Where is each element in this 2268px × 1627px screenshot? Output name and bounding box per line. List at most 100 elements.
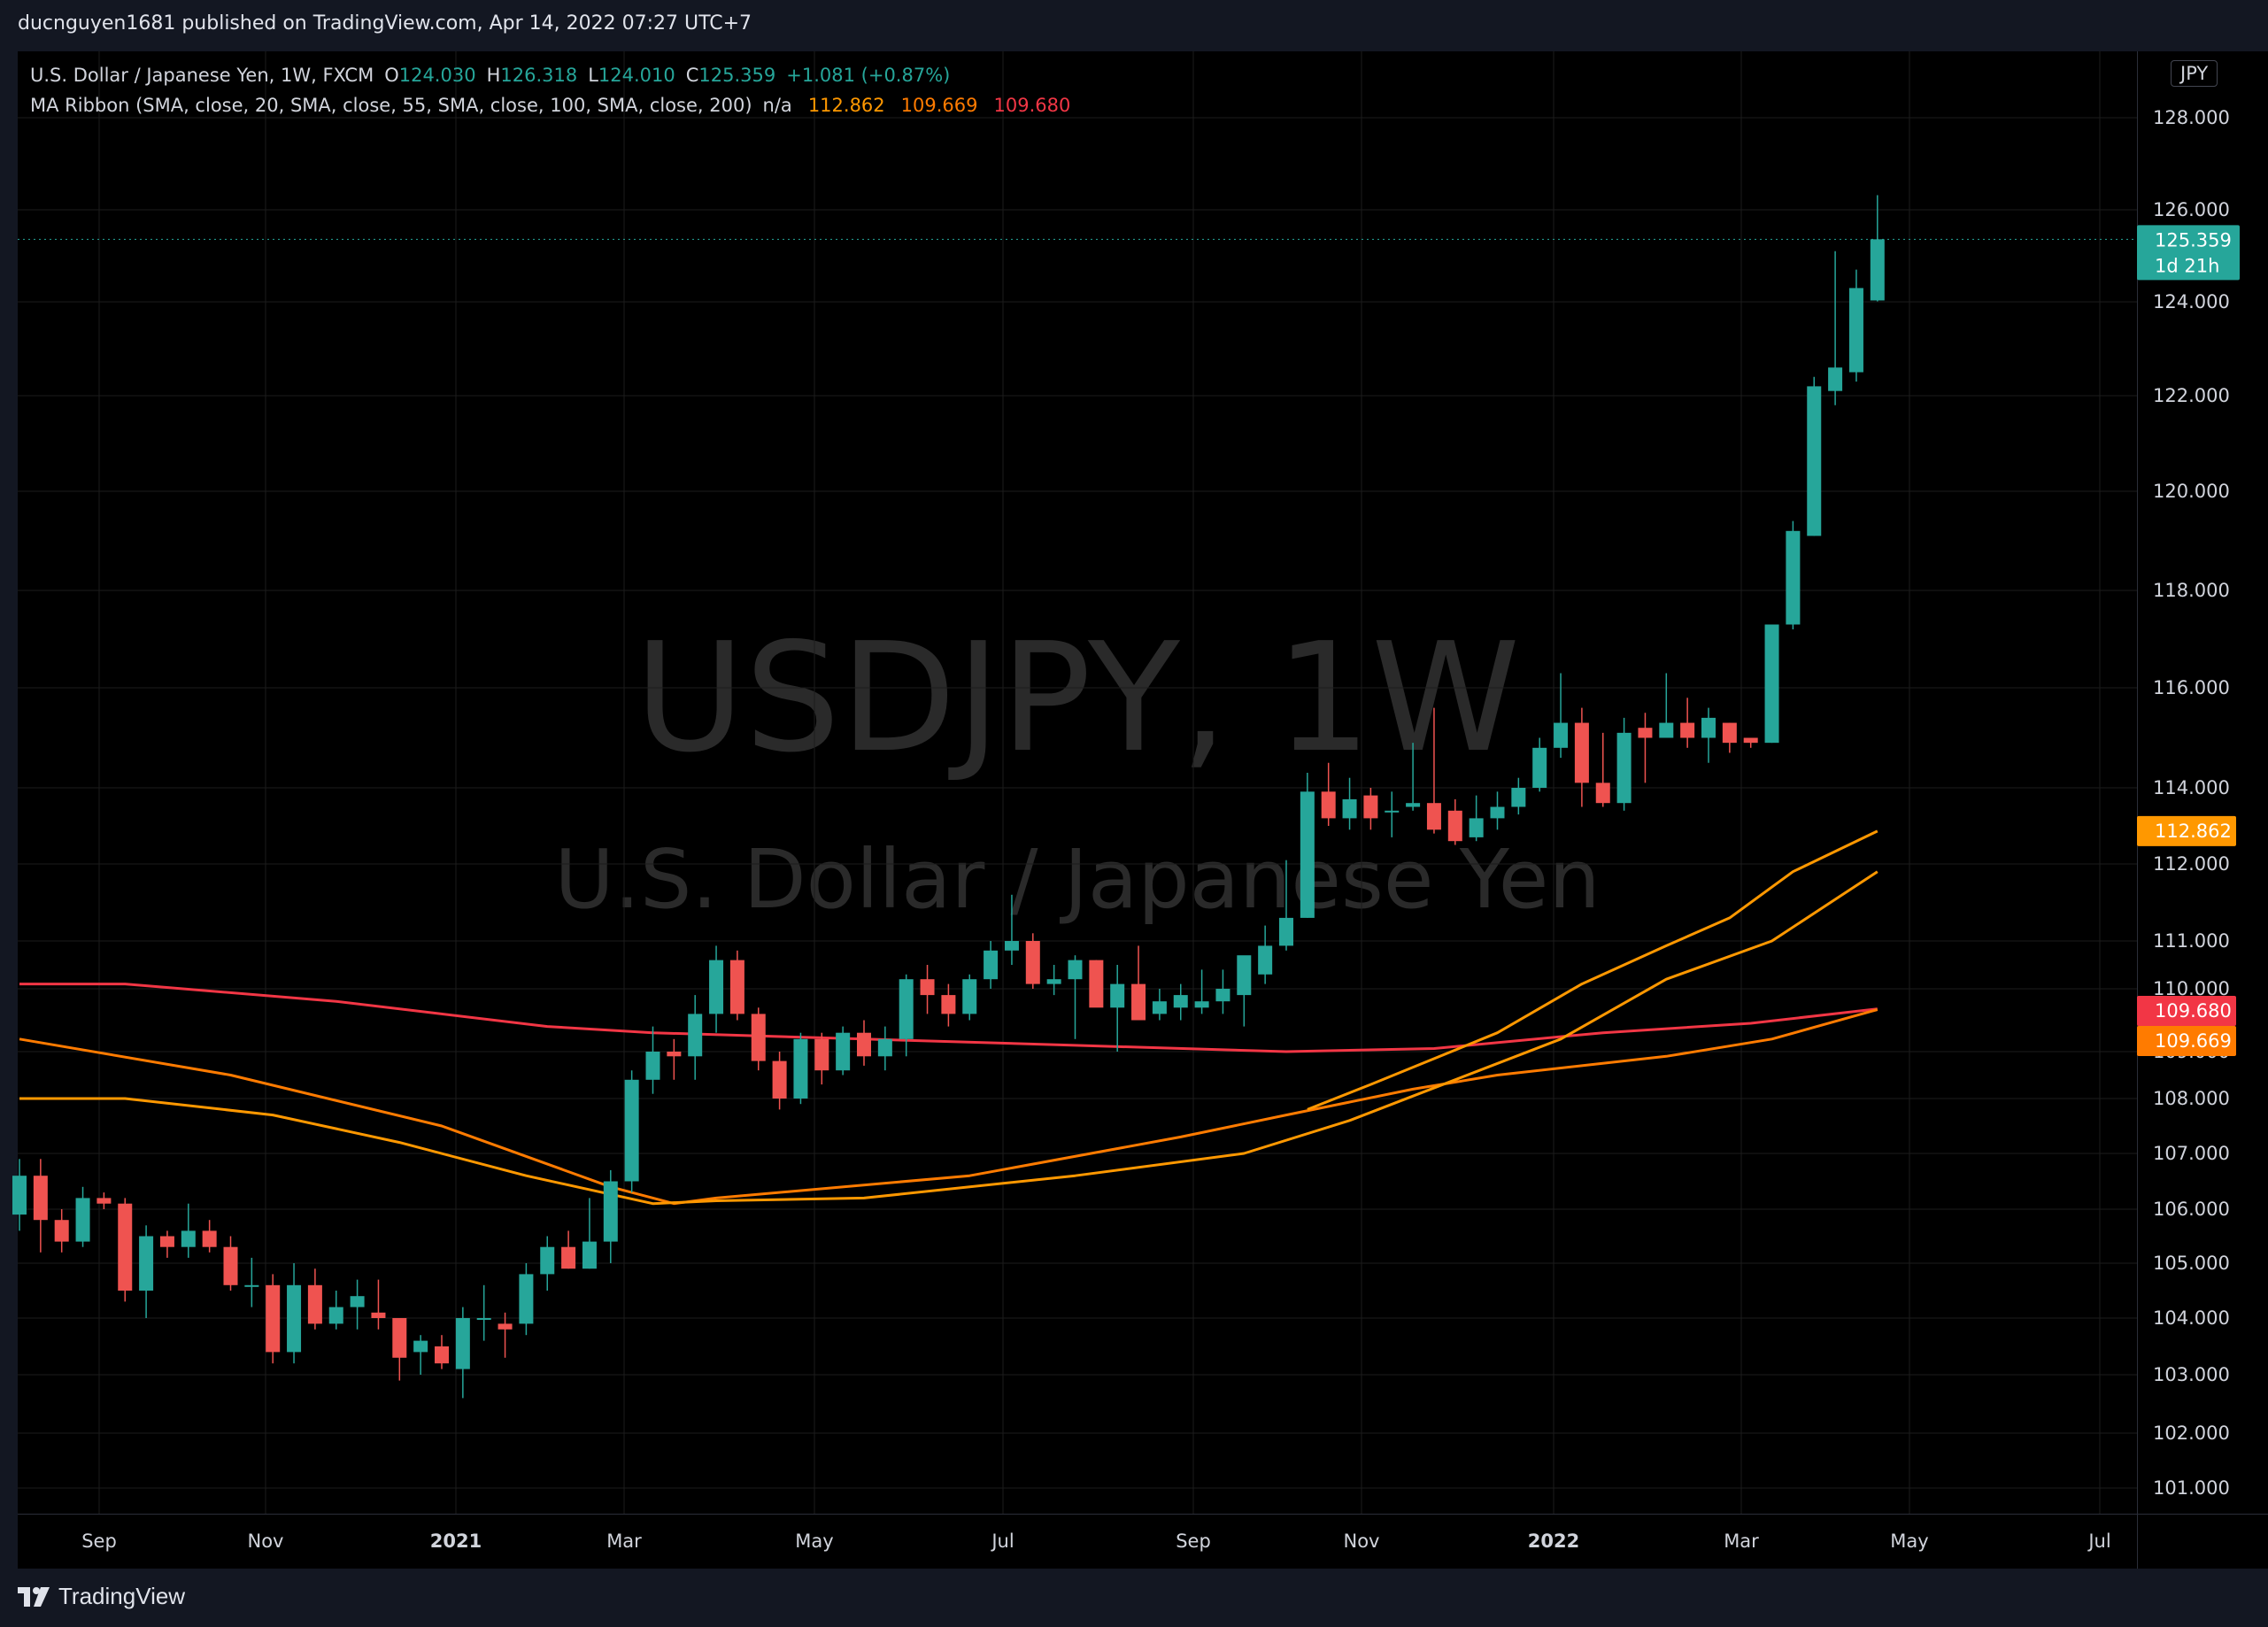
candle-body: [1385, 810, 1400, 813]
candle-body: [1490, 806, 1505, 819]
time-axis[interactable]: [18, 1514, 2137, 1569]
candle-body: [645, 1052, 660, 1080]
candle-body: [455, 1318, 470, 1369]
candle-body: [624, 1079, 639, 1182]
ma200-line: [19, 870, 1878, 1206]
time-tick-label: May: [1890, 1531, 1928, 1552]
candle-body: [1701, 717, 1716, 738]
candle-body: [1532, 747, 1547, 788]
candle-body: [1194, 1001, 1209, 1008]
candle-body: [793, 1038, 808, 1099]
candle: [603, 1169, 618, 1263]
candle: [519, 1263, 534, 1336]
candle: [751, 1007, 766, 1071]
candle: [984, 941, 999, 989]
candle-body: [984, 950, 999, 980]
candle-body: [1004, 941, 1019, 951]
candle: [413, 1335, 428, 1375]
candle-body: [1046, 979, 1061, 984]
candle: [1447, 798, 1462, 845]
symbol-legend-row[interactable]: U.S. Dollar / Japanese Yen, 1W, FXCM O 12…: [30, 60, 1070, 90]
price-axis[interactable]: [2137, 51, 2268, 1514]
candle: [1490, 791, 1505, 830]
candle: [729, 950, 744, 1021]
bottom-bar: [0, 1569, 2268, 1627]
candle: [1532, 737, 1547, 792]
tradingview-logo[interactable]: TradingView: [18, 1583, 185, 1610]
candle-body: [328, 1307, 343, 1324]
candle: [709, 945, 724, 1033]
time-tick-label: May: [795, 1531, 833, 1552]
candle: [857, 1020, 871, 1066]
candle-body: [1363, 795, 1378, 819]
currency-button[interactable]: JPY: [2171, 60, 2218, 87]
candle: [1659, 673, 1674, 738]
candle-body: [1447, 810, 1462, 842]
price-tick-label: 116.000: [2153, 677, 2230, 698]
axis-corner: [2137, 1514, 2268, 1569]
candle-body: [350, 1296, 365, 1307]
candle-body: [920, 979, 935, 996]
candle: [1321, 762, 1336, 826]
candle: [1511, 777, 1526, 815]
ma20-axis-label: 112.862: [2137, 815, 2236, 846]
grid-lines: [18, 51, 2137, 1514]
indicator-title[interactable]: MA Ribbon (SMA, close, 20, SMA, close, 5…: [30, 95, 752, 116]
chart-legend: U.S. Dollar / Japanese Yen, 1W, FXCM O 12…: [30, 60, 1070, 120]
tradingview-brand: TradingView: [58, 1583, 186, 1609]
candle: [561, 1230, 576, 1269]
candle: [350, 1279, 365, 1330]
candle: [33, 1159, 48, 1253]
chart-area[interactable]: [18, 51, 2137, 1514]
candle-body: [1786, 530, 1801, 625]
candle: [1638, 713, 1653, 783]
ma100-value: 109.680: [993, 95, 1071, 116]
candle: [1743, 737, 1758, 748]
candle-body: [1828, 367, 1843, 391]
ma100-axis-label-text: 109.680: [2155, 1000, 2232, 1022]
candle-body: [1342, 798, 1357, 819]
ma55-axis-label-bg: [2137, 1026, 2236, 1056]
candle: [181, 1203, 196, 1258]
candle: [1152, 989, 1167, 1021]
ma20-value: 112.862: [807, 95, 885, 116]
ma55-axis-label-text: 109.669: [2155, 1030, 2232, 1052]
candle: [139, 1225, 154, 1318]
price-tick-label: 126.000: [2153, 199, 2230, 220]
candle: [877, 1026, 892, 1071]
time-tick-label: 2022: [1528, 1531, 1579, 1552]
candle-body: [751, 1014, 766, 1061]
candle-body: [476, 1318, 491, 1320]
price-tick-label: 112.000: [2153, 853, 2230, 875]
publisher-info: ducnguyen1681 published on TradingView.c…: [18, 12, 752, 35]
candle: [1554, 673, 1569, 759]
candle: [836, 1026, 851, 1076]
time-tick-label: Mar: [606, 1531, 642, 1552]
price-tick-label: 103.000: [2153, 1364, 2230, 1385]
open-label: O: [384, 65, 399, 86]
candle: [287, 1263, 302, 1364]
candle-body: [519, 1274, 534, 1324]
time-tick-label: Nov: [1344, 1531, 1380, 1552]
indicator-legend-row[interactable]: MA Ribbon (SMA, close, 20, SMA, close, 5…: [30, 90, 1070, 120]
candle-body: [1025, 941, 1040, 984]
price-tick-label: 105.000: [2153, 1253, 2230, 1274]
candle: [1215, 969, 1230, 1014]
candle-body: [371, 1312, 386, 1318]
symbol-title[interactable]: U.S. Dollar / Japanese Yen, 1W, FXCM: [30, 65, 374, 86]
candle-body: [941, 995, 956, 1014]
ma100-axis-label-bg: [2137, 996, 2236, 1026]
candle: [1004, 894, 1019, 965]
candle-body: [1870, 239, 1885, 301]
price-ticks: 101.000 102.000 103.000 104.000 105.000 106.0…: [2153, 107, 2230, 1499]
candle-body: [1659, 722, 1674, 738]
candle-body: [1152, 1001, 1167, 1014]
candle: [582, 1198, 597, 1269]
candle: [1237, 955, 1252, 1027]
candle-body: [1321, 791, 1336, 819]
candle: [1173, 983, 1188, 1021]
close-value: 125.359: [698, 65, 776, 86]
price-tick-label: 120.000: [2153, 481, 2230, 502]
ma55-value: 109.669: [900, 95, 978, 116]
